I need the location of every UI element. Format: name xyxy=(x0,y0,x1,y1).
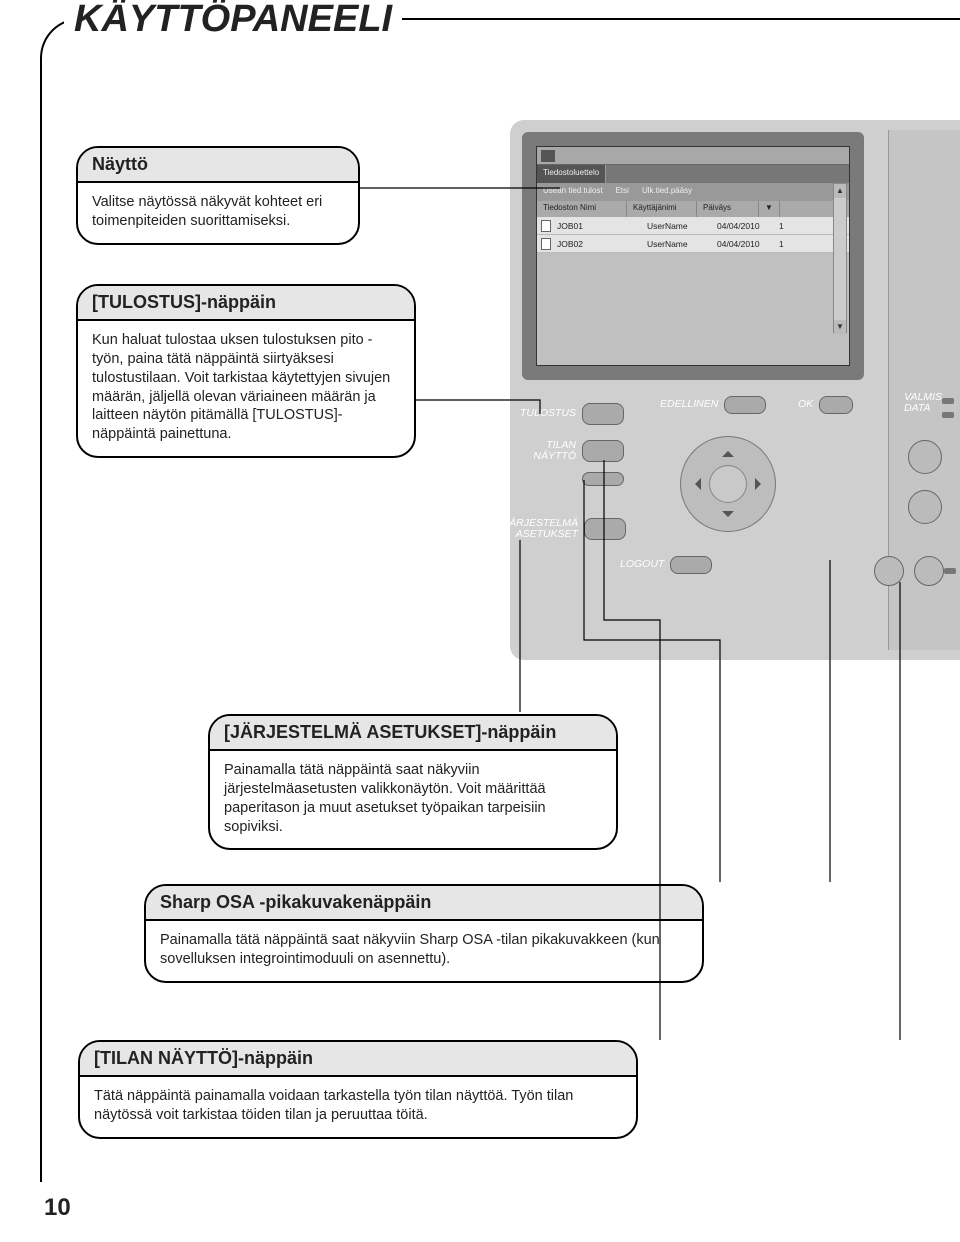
callout-osa-body: Painamalla tätä näppäintä saat näkyviin … xyxy=(146,921,702,981)
page-number: 10 xyxy=(44,1194,71,1222)
dpad[interactable] xyxy=(680,436,776,532)
round-button-3[interactable] xyxy=(914,556,944,586)
scrollbar[interactable]: ▲ ▼ xyxy=(833,183,847,333)
lcd-screen[interactable]: Tiedostoluettelo Usean tied.tulost Etsi … xyxy=(536,146,850,366)
back-button[interactable] xyxy=(724,396,766,414)
label-naytto: NÄYTTÖ xyxy=(533,450,576,462)
callout-status-body: Tätä näppäintä painamalla voidaan tarkas… xyxy=(80,1077,636,1137)
tab-ext[interactable]: Ulk.tied.pääsy xyxy=(636,183,699,201)
label-tilan-naytto: TILAN NÄYTTÖ xyxy=(516,440,576,462)
callout-system-key: [JÄRJESTELMÄ ASETUKSET]-näppäin Painamal… xyxy=(208,714,618,850)
lcd-bezel: Tiedostoluettelo Usean tied.tulost Etsi … xyxy=(522,132,864,380)
file-list: JOB01 UserName 04/04/2010 1 JOB02 UserNa… xyxy=(537,217,849,253)
round-button-2[interactable] xyxy=(874,556,904,586)
system-settings-button[interactable] xyxy=(584,518,626,540)
callout-display-body: Valitse näytössä näkyvät kohteet eri toi… xyxy=(78,183,358,243)
callout-osa-key: Sharp OSA -pikakuvakenäppäin Painamalla … xyxy=(144,884,704,983)
callout-print-key: [TULOSTUS]-näppäin Kun haluat tulostaa u… xyxy=(76,284,416,458)
cell-date: 04/04/2010 xyxy=(711,221,773,231)
label-tulostus: TULOSTUS xyxy=(516,408,576,419)
status-led xyxy=(944,568,956,574)
document-icon xyxy=(541,238,551,250)
document-icon xyxy=(541,220,551,232)
table-row[interactable]: JOB02 UserName 04/04/2010 1 xyxy=(537,235,849,253)
round-button-1[interactable] xyxy=(908,440,942,474)
shortcut-button[interactable] xyxy=(582,472,624,486)
scroll-up-icon[interactable]: ▲ xyxy=(834,184,846,198)
screen-tabs: Tiedostoluettelo xyxy=(537,165,849,183)
screen-topbar xyxy=(537,147,849,165)
printer-icon xyxy=(541,150,555,162)
print-button[interactable] xyxy=(582,403,624,425)
label-logout: LOGOUT xyxy=(620,559,664,570)
status-display-button[interactable] xyxy=(582,440,624,462)
power-button[interactable] xyxy=(908,490,942,524)
logout-button[interactable] xyxy=(670,556,712,574)
callout-print-body: Kun haluat tulostaa uksen tulostuksen pi… xyxy=(78,321,414,456)
callout-osa-title: Sharp OSA -pikakuvakenäppäin xyxy=(146,886,702,921)
cell-date: 04/04/2010 xyxy=(711,239,773,249)
callout-system-title: [JÄRJESTELMÄ ASETUKSET]-näppäin xyxy=(210,716,616,751)
label-asetukset: ASETUKSET xyxy=(516,528,578,540)
label-system-settings: JÄRJESTELMÄ ASETUKSET xyxy=(498,518,578,540)
screen-tabs-2: Usean tied.tulost Etsi Ulk.tied.pääsy xyxy=(537,183,849,201)
callout-display-title: Näyttö xyxy=(78,148,358,183)
cell-name: JOB02 xyxy=(551,239,641,249)
scroll-down-icon[interactable]: ▼ xyxy=(834,320,846,334)
control-panel: Tiedostoluettelo Usean tied.tulost Etsi … xyxy=(510,120,960,660)
callout-status-title: [TILAN NÄYTTÖ]-näppäin xyxy=(80,1042,636,1077)
callout-display: Näyttö Valitse näytössä näkyvät kohteet … xyxy=(76,146,360,245)
tab-search[interactable]: Etsi xyxy=(610,183,636,201)
tab-multi[interactable]: Usean tied.tulost xyxy=(537,183,610,201)
label-data: DATA xyxy=(904,403,942,414)
cell-name: JOB01 xyxy=(551,221,641,231)
ok-button[interactable] xyxy=(819,396,853,414)
callout-system-body: Painamalla tätä näppäintä saat näkyviin … xyxy=(210,751,616,848)
cell-count: 1 xyxy=(773,239,789,249)
hdr-filename: Tiedoston Nimi xyxy=(537,201,627,217)
callout-status-key: [TILAN NÄYTTÖ]-näppäin Tätä näppäintä pa… xyxy=(78,1040,638,1139)
ready-led xyxy=(942,398,954,404)
hdr-sort-icon[interactable]: ▼ xyxy=(759,201,780,217)
label-ok: OK xyxy=(798,399,813,410)
label-edellinen: EDELLINEN xyxy=(660,399,718,410)
table-row[interactable]: JOB01 UserName 04/04/2010 1 xyxy=(537,217,849,235)
page-title: KÄYTTÖPANEELI xyxy=(64,0,402,41)
list-header: Tiedoston Nimi Käyttäjänimi Päiväys ▼ xyxy=(537,201,849,217)
data-led xyxy=(942,412,954,418)
arrow-right-icon[interactable] xyxy=(755,478,767,490)
cell-user: UserName xyxy=(641,239,711,249)
hdr-username: Käyttäjänimi xyxy=(627,201,697,217)
arrow-up-icon[interactable] xyxy=(722,445,734,457)
callout-print-title: [TULOSTUS]-näppäin xyxy=(78,286,414,321)
cell-user: UserName xyxy=(641,221,711,231)
tab-file-list[interactable]: Tiedostoluettelo xyxy=(537,165,606,183)
arrow-left-icon[interactable] xyxy=(689,478,701,490)
cell-count: 1 xyxy=(773,221,789,231)
hdr-date: Päiväys xyxy=(697,201,759,217)
arrow-down-icon[interactable] xyxy=(722,511,734,523)
